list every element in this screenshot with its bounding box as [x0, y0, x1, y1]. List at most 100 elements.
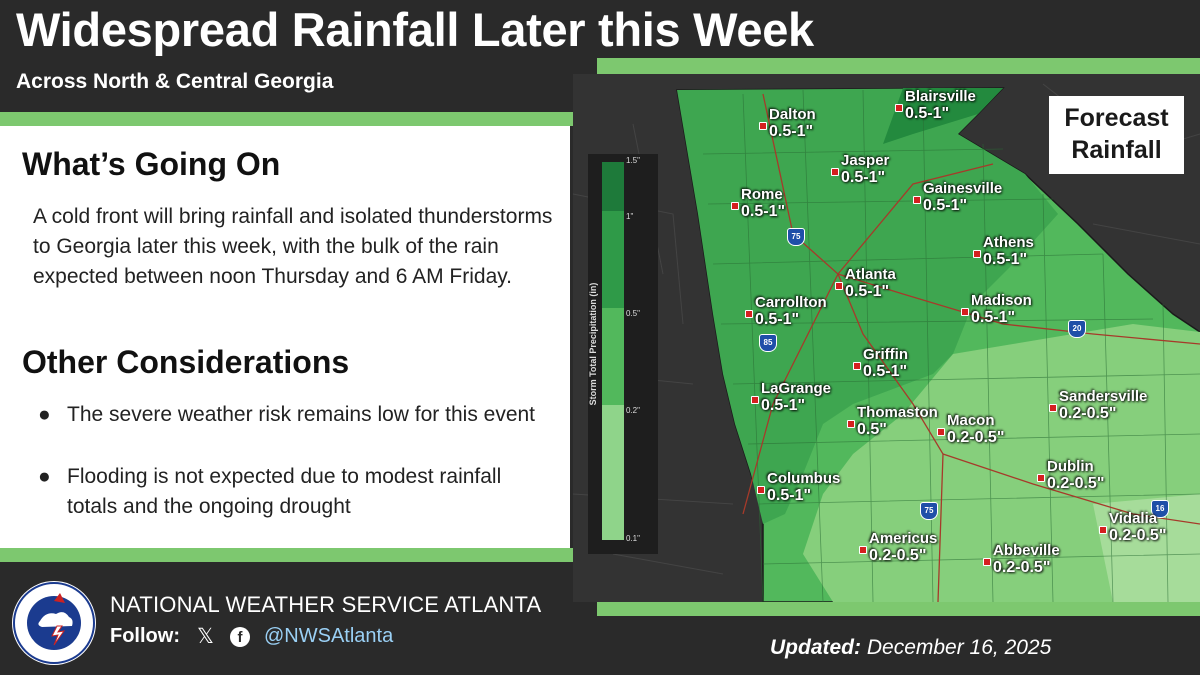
summary-paragraph: A cold front will bring rainfall and iso…: [33, 205, 553, 288]
city-rainfall-value: 0.5-1": [845, 283, 890, 300]
city-rainfall-value: 0.5-1": [769, 123, 814, 140]
x-icon[interactable]: 𝕏: [197, 625, 214, 648]
legend-color-bar: [602, 162, 624, 540]
city-name: Dublin: [1047, 458, 1094, 475]
city-name: Carrollton: [755, 294, 827, 311]
city-label: Macon 0.2-0.5": [937, 412, 1005, 446]
city-marker-icon: [1037, 474, 1045, 482]
updated-timestamp: Updated: December 16, 2025: [770, 636, 1051, 660]
legend-tick: 0.5": [626, 309, 640, 318]
legend-tick: 1.5": [626, 156, 640, 165]
follow-label: Follow:: [110, 625, 180, 647]
interstate-75-shield-north: 75: [787, 228, 805, 246]
city-name: Americus: [869, 530, 938, 547]
forecast-rainfall-map: 75 85 20 75 16 Forecast Rainfall 1.5" 1"…: [573, 74, 1200, 602]
city-label: Madison 0.5-1": [961, 292, 1032, 326]
city-rainfall-value: 0.5-1": [983, 251, 1028, 268]
city-rainfall-value: 0.5-1": [755, 311, 800, 328]
city-rainfall-value: 0.2-0.5": [1047, 475, 1105, 492]
city-rainfall-value: 0.5-1": [863, 363, 908, 380]
city-name: Sandersville: [1059, 388, 1148, 405]
city-rainfall-value: 0.2-0.5": [1059, 405, 1117, 422]
city-rainfall-value: 0.2-0.5": [947, 429, 1005, 446]
legend-swatch: [602, 162, 624, 211]
interstate-85-shield: 85: [759, 334, 777, 352]
city-marker-icon: [757, 486, 765, 494]
precipitation-legend: 1.5" 1" 0.5" 0.2" 0.1" Storm Total Preci…: [588, 154, 658, 554]
city-label: Rome 0.5-1": [731, 186, 786, 220]
legend-title: Storm Total Precipitation (in): [588, 282, 598, 406]
city-rainfall-value: 0.2-0.5": [993, 559, 1051, 576]
city-name: Dalton: [769, 106, 816, 123]
interstate-20-shield: 20: [1068, 320, 1086, 338]
footer-accent-band-left: [0, 548, 575, 562]
city-name: Griffin: [863, 346, 908, 363]
city-label: Vidalia 0.2-0.5": [1099, 510, 1167, 544]
city-marker-icon: [1099, 526, 1107, 534]
city-label: Athens 0.5-1": [973, 234, 1034, 268]
city-label: Carrollton 0.5-1": [745, 294, 827, 328]
city-name: Columbus: [767, 470, 841, 487]
city-rainfall-value: 0.2-0.5": [869, 547, 927, 564]
legend-swatch: [602, 405, 624, 540]
city-name: Madison: [971, 292, 1032, 309]
city-marker-icon: [937, 428, 945, 436]
city-marker-icon: [751, 396, 759, 404]
city-label: Atlanta 0.5-1": [835, 266, 896, 300]
info-panel: What’s Going On A cold front will bring …: [0, 126, 570, 548]
city-label: Americus 0.2-0.5": [859, 530, 938, 564]
city-marker-icon: [847, 420, 855, 428]
city-label: LaGrange 0.5-1": [751, 380, 832, 414]
city-name: Atlanta: [845, 266, 896, 283]
legend-swatch: [602, 308, 624, 405]
city-rainfall-value: 0.5-1": [741, 203, 786, 220]
legend-swatch: [602, 211, 624, 308]
city-name: Blairsville: [905, 88, 976, 105]
nws-logo: [12, 581, 96, 665]
bullet-text: Flooding is not expected due to modest r…: [67, 465, 502, 518]
interstate-16-shield: 16: [1151, 500, 1169, 518]
city-label: Blairsville 0.5-1": [895, 88, 976, 122]
city-label: Griffin 0.5-1": [853, 346, 908, 380]
section-heading-whats-going-on: What’s Going On: [22, 146, 281, 182]
city-name: Rome: [741, 186, 783, 203]
header-accent-band-right: [597, 58, 1200, 74]
legend-tick: 0.2": [626, 406, 640, 415]
city-marker-icon: [731, 202, 739, 210]
city-name: Abbeville: [993, 542, 1060, 559]
county-lines: [702, 89, 1200, 602]
organization-name: NATIONAL WEATHER SERVICE ATLANTA: [110, 592, 542, 617]
city-rainfall-value: 0.5-1": [767, 487, 812, 504]
city-name: Gainesville: [923, 180, 1003, 197]
city-marker-icon: [835, 282, 843, 290]
city-rainfall-value: 0.5-1": [841, 169, 886, 186]
city-label: Gainesville 0.5-1": [913, 180, 1003, 214]
city-name: Vidalia: [1109, 510, 1158, 527]
city-rainfall-value: 0.2-0.5": [1109, 527, 1167, 544]
rain-zone-lowest: [1093, 494, 1200, 602]
city-label: Dublin 0.2-0.5": [1037, 458, 1105, 492]
city-marker-icon: [759, 122, 767, 130]
city-rainfall-value: 0.5-1": [923, 197, 968, 214]
city-marker-icon: [973, 250, 981, 258]
city-marker-icon: [913, 196, 921, 204]
city-marker-icon: [961, 308, 969, 316]
facebook-icon[interactable]: f: [230, 627, 250, 647]
bullet-text: The severe weather risk remains low for …: [67, 403, 536, 426]
city-label: Abbeville 0.2-0.5": [983, 542, 1060, 576]
city-label: Columbus 0.5-1": [757, 470, 841, 504]
city-name: LaGrange: [761, 380, 832, 397]
page-title: Widespread Rainfall Later this Week: [16, 3, 814, 56]
city-marker-icon: [859, 546, 867, 554]
city-rainfall-value: 0.5-1": [971, 309, 1016, 326]
bullet-icon: ●: [38, 465, 51, 488]
legend-tick: 0.1": [626, 534, 640, 543]
updated-label: Updated:: [770, 636, 861, 659]
header-accent-band-left: [0, 112, 575, 126]
city-name: Thomaston: [857, 404, 938, 421]
city-label: Jasper 0.5-1": [831, 152, 890, 186]
social-handle-link[interactable]: @NWSAtlanta: [264, 625, 394, 647]
city-marker-icon: [1049, 404, 1057, 412]
city-name: Jasper: [841, 152, 890, 169]
nws-logo-icon: [13, 582, 95, 664]
